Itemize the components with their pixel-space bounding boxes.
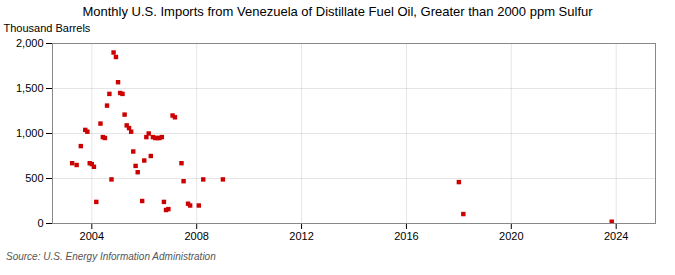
svg-text:2,000: 2,000 [16, 37, 44, 49]
svg-text:500: 500 [25, 172, 43, 184]
svg-text:0: 0 [37, 217, 43, 229]
svg-text:2020: 2020 [499, 230, 523, 242]
svg-text:2008: 2008 [184, 230, 208, 242]
html-text:Monthly U.S. Imports from Vene: Monthly U.S. Imports from Venezuela of D… [82, 4, 593, 19]
html-text:Source: U.S. Energy Informatio: Source: U.S. Energy Information Administ… [6, 251, 216, 262]
svg-text:2012: 2012 [289, 230, 313, 242]
svg-text:2024: 2024 [604, 230, 628, 242]
svg-text:Thousand Barrels: Thousand Barrels [4, 22, 91, 34]
svg-text:2004: 2004 [80, 230, 104, 242]
svg-text:2016: 2016 [394, 230, 418, 242]
svg-text:1,000: 1,000 [16, 127, 44, 139]
svg-text:1,500: 1,500 [16, 82, 44, 94]
